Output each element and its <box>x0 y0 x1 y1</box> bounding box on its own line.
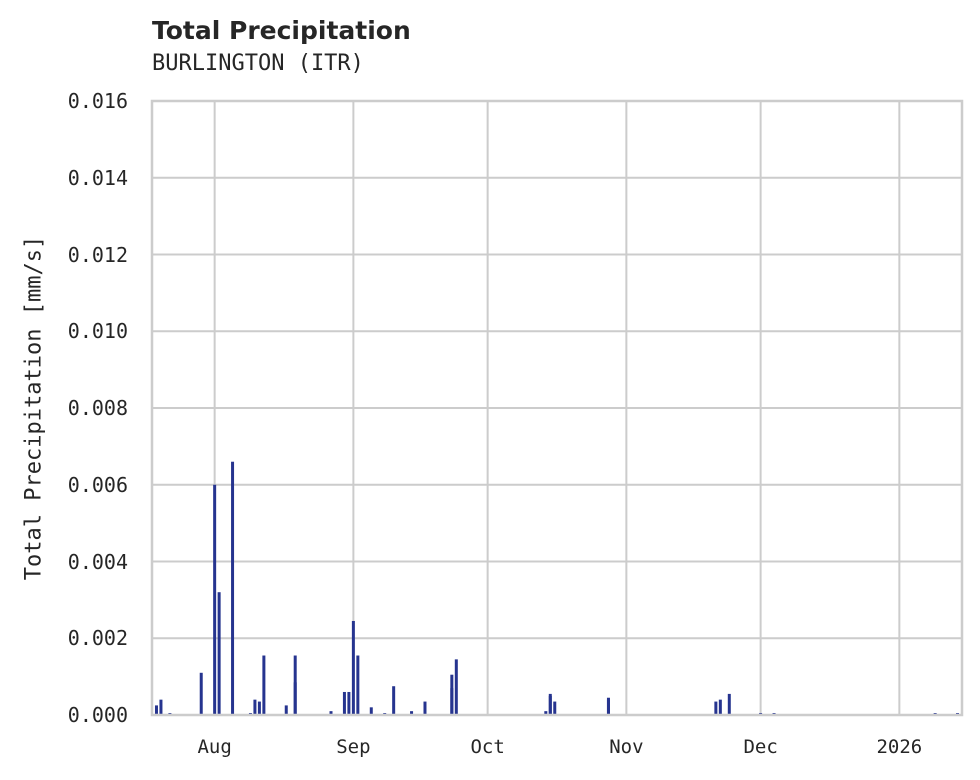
y-tick-label: 0.016 <box>67 89 128 113</box>
precip-bar <box>159 699 163 715</box>
y-tick-label: 0.002 <box>67 626 128 651</box>
y-axis-label: Total Precipitation [mm/s] <box>21 235 47 581</box>
x-tick-label: Sep <box>336 736 371 758</box>
precip-bar <box>548 693 552 715</box>
precip-bar <box>454 659 458 715</box>
x-tick-label: Aug <box>197 736 232 758</box>
y-tick-label: 0.014 <box>67 165 128 190</box>
precip-bar <box>410 711 414 715</box>
precip-bar <box>329 711 333 715</box>
y-tick-label: 0.012 <box>67 242 128 267</box>
precip-bar <box>392 686 396 715</box>
plot-area <box>150 99 964 717</box>
y-tick-label: 0.000 <box>67 703 128 727</box>
precip-bar <box>423 701 427 715</box>
precip-bar <box>231 461 235 715</box>
precip-bar <box>351 620 355 715</box>
y-tick-label: 0.004 <box>67 549 128 574</box>
x-tick-label: Dec <box>743 736 778 758</box>
precip-bar <box>356 655 360 715</box>
precip-bar <box>347 691 351 715</box>
bar-chart <box>150 99 964 717</box>
chart-title: Total Precipitation <box>152 16 411 45</box>
precip-bar <box>450 674 454 715</box>
precip-bar <box>154 705 158 715</box>
plot-frame <box>150 99 964 717</box>
precip-bar <box>253 699 257 715</box>
x-tick-label: Oct <box>470 736 505 758</box>
precip-bar <box>213 484 217 715</box>
precip-bar <box>293 682 297 715</box>
precip-bar <box>199 672 203 715</box>
precip-bar <box>544 711 548 715</box>
precip-bar <box>718 699 722 715</box>
y-tick-label: 0.006 <box>67 472 128 497</box>
x-tick-label: 2026 <box>876 736 923 758</box>
precip-bar <box>553 701 557 715</box>
precip-bar <box>262 655 266 715</box>
y-tick-label: 0.010 <box>67 319 128 344</box>
precip-bar <box>257 701 261 715</box>
precip-bar <box>606 697 610 715</box>
precip-bar <box>217 592 221 715</box>
precip-bar <box>714 701 718 715</box>
precip-bar <box>369 707 373 715</box>
precip-bar <box>284 705 288 715</box>
y-tick-label: 0.008 <box>67 396 128 420</box>
x-tick-label: Nov <box>609 736 644 758</box>
precip-bar <box>727 693 731 715</box>
chart-subtitle: BURLINGTON (ITR) <box>152 51 364 76</box>
precip-bar <box>342 691 346 715</box>
